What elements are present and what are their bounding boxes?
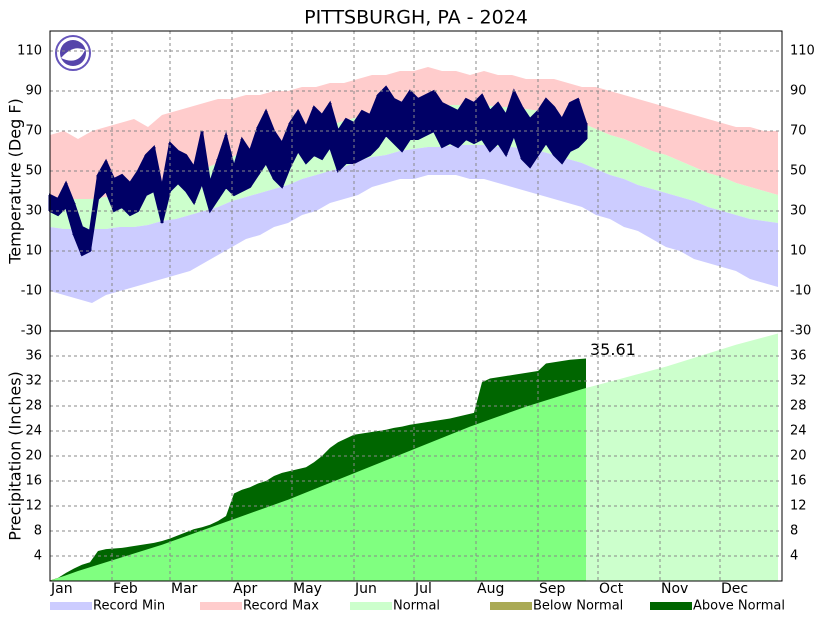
x-tick-label: Nov — [661, 581, 688, 597]
y-tick-label-right: 28 — [790, 399, 807, 414]
x-tick-label: May — [293, 581, 322, 597]
x-tick-label: Oct — [599, 581, 624, 597]
x-tick-label: Jan — [50, 581, 73, 597]
y-tick-label-right: -10 — [790, 284, 811, 299]
y-tick-label: 50 — [25, 164, 42, 179]
y-tick-label-right: 12 — [790, 499, 807, 514]
x-tick-label: Sep — [539, 581, 566, 597]
legend-label: Record Max — [243, 599, 319, 614]
chart-title: PITTSBURGH, PA - 2024 — [304, 7, 528, 29]
x-tick-label: Jun — [354, 581, 377, 597]
y-tick-label-right: 90 — [790, 84, 807, 99]
legend-label: Below Normal — [533, 599, 623, 614]
y-tick-label: 8 — [34, 524, 42, 539]
y-tick-label-right: 8 — [790, 524, 798, 539]
y-tick-label: 70 — [25, 124, 42, 139]
y-tick-label: 10 — [25, 244, 42, 259]
x-tick-label: Feb — [113, 581, 138, 597]
value-label: 35.61 — [590, 340, 636, 359]
x-tick-label: Mar — [171, 581, 198, 597]
y-tick-label: 28 — [25, 399, 42, 414]
y-tick-label-right: 16 — [790, 474, 807, 489]
y-axis-label: Precipitation (Inches) — [6, 371, 25, 541]
y-tick-label: 36 — [25, 349, 42, 364]
legend-swatch — [200, 602, 242, 610]
logo-bird — [61, 48, 85, 61]
y-tick-label: 4 — [34, 549, 42, 564]
y-tick-label: -10 — [21, 284, 42, 299]
y-tick-label-right: -30 — [790, 324, 811, 339]
legend-swatch — [50, 602, 92, 610]
y-tick-label: 16 — [25, 474, 42, 489]
y-tick-label-right: 50 — [790, 164, 807, 179]
legend-swatch — [490, 602, 532, 610]
normal-area — [50, 105, 778, 229]
y-tick-label-right: 10 — [790, 244, 807, 259]
y-tick-label-right: 32 — [790, 374, 807, 389]
y-tick-label-right: 20 — [790, 449, 807, 464]
legend-label: Normal — [393, 599, 440, 614]
y-tick-label: 24 — [25, 424, 42, 439]
x-tick-label: Dec — [721, 581, 748, 597]
y-tick-label-right: 24 — [790, 424, 807, 439]
y-tick-label: 110 — [17, 44, 42, 59]
y-axis-label: Temperature (Deg F) — [6, 98, 25, 265]
y-tick-label: 12 — [25, 499, 42, 514]
x-tick-label: Jul — [414, 581, 432, 597]
x-tick-label: Apr — [233, 581, 257, 597]
y-tick-label: -30 — [21, 324, 42, 339]
y-tick-label-right: 4 — [790, 549, 798, 564]
normal-future-area — [586, 333, 778, 581]
legend-swatch — [650, 602, 692, 610]
noaa-logo — [55, 35, 91, 71]
y-tick-label-right: 36 — [790, 349, 807, 364]
x-tick-label: Aug — [477, 581, 504, 597]
legend-label: Record Min — [93, 599, 165, 614]
y-tick-label-right: 70 — [790, 124, 807, 139]
y-tick-label: 32 — [25, 374, 42, 389]
y-tick-label-right: 30 — [790, 204, 807, 219]
plot-frame — [49, 330, 783, 582]
legend-label: Above Normal — [693, 599, 785, 614]
y-tick-label: 30 — [25, 204, 42, 219]
y-tick-label: 20 — [25, 449, 42, 464]
y-tick-label-right: 110 — [790, 44, 815, 59]
record-min-area — [50, 145, 778, 303]
y-tick-label: 90 — [25, 84, 42, 99]
legend-swatch — [350, 602, 392, 610]
